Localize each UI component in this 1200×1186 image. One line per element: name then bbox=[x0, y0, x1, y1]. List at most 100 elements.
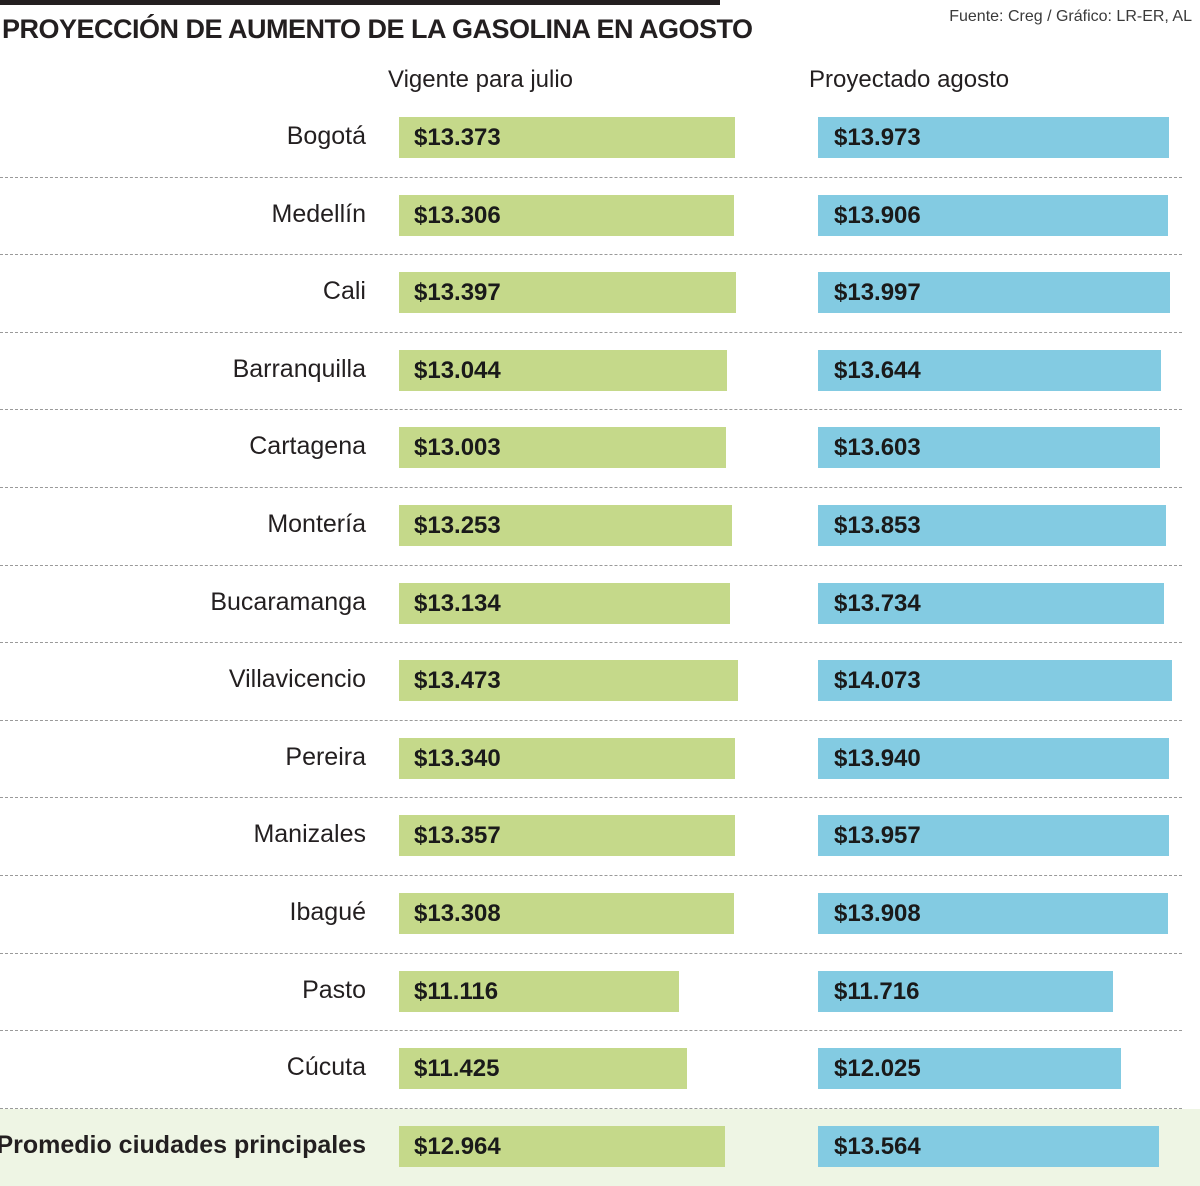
value-label-julio: $11.425 bbox=[414, 1055, 500, 1083]
bar-julio bbox=[399, 349, 728, 391]
city-row: Ibagué $13.308 $13.908 bbox=[0, 876, 1200, 954]
value-label-agosto: $13.603 bbox=[834, 434, 921, 462]
city-label: Pasto bbox=[302, 975, 366, 1004]
bar-julio bbox=[399, 427, 727, 469]
value-label-julio: $13.473 bbox=[414, 667, 501, 695]
city-label: Cartagena bbox=[249, 432, 366, 461]
value-label-agosto: $13.906 bbox=[834, 201, 921, 229]
row-divider bbox=[0, 1030, 1182, 1032]
city-label: Pereira bbox=[285, 742, 366, 771]
bar-agosto bbox=[818, 1048, 1121, 1090]
row-divider bbox=[0, 486, 1182, 488]
row-divider bbox=[0, 331, 1182, 333]
city-label: Manizales bbox=[253, 820, 366, 849]
title-rule bbox=[0, 0, 720, 5]
value-label-julio: $13.044 bbox=[414, 356, 501, 384]
chart-title: PROYECCIÓN DE AUMENTO DE LA GASOLINA EN … bbox=[2, 14, 753, 44]
city-row: Pereira $13.340 $13.940 bbox=[0, 721, 1200, 799]
city-label: Barranquilla bbox=[232, 354, 366, 383]
city-row: Cúcuta $11.425 $12.025 bbox=[0, 1031, 1200, 1109]
bar-agosto bbox=[818, 1125, 1160, 1167]
bar-agosto bbox=[818, 427, 1161, 469]
city-row: Bucaramanga $13.134 $13.734 bbox=[0, 566, 1200, 644]
value-label-agosto: $13.973 bbox=[834, 124, 921, 151]
bar-julio bbox=[399, 815, 736, 857]
row-divider bbox=[0, 176, 1182, 178]
row-divider bbox=[0, 564, 1182, 566]
value-label-agosto: $13.644 bbox=[834, 356, 921, 384]
bar-agosto bbox=[818, 272, 1171, 314]
city-label: Cali bbox=[322, 277, 366, 306]
value-label-julio: $13.003 bbox=[414, 434, 501, 462]
city-label: Ibagué bbox=[289, 898, 366, 926]
city-row: Villavicencio $13.473 $14.073 bbox=[0, 643, 1200, 721]
city-row: Pasto $11.116 $11.716 bbox=[0, 954, 1200, 1032]
city-label: Villavicencio bbox=[228, 665, 366, 694]
value-label-agosto: $12.025 bbox=[834, 1055, 921, 1083]
row-divider bbox=[0, 797, 1182, 799]
value-label-agosto: $13.957 bbox=[834, 822, 921, 850]
city-row: Cartagena $13.003 $13.603 bbox=[0, 410, 1200, 488]
city-label: Promedio ciudades principales bbox=[0, 1130, 366, 1159]
bar-julio bbox=[399, 737, 735, 779]
city-row: Bogotá $13.373 $13.973 bbox=[0, 100, 1200, 178]
value-label-agosto: $13.908 bbox=[834, 900, 921, 927]
legend-julio: Vigente para julio bbox=[388, 66, 574, 93]
value-label-julio: $13.134 bbox=[414, 589, 501, 617]
legend-agosto: Proyectado agosto bbox=[809, 66, 1010, 93]
bar-agosto bbox=[818, 660, 1172, 702]
row-divider bbox=[0, 874, 1182, 876]
bar-agosto bbox=[818, 505, 1167, 546]
city-label: Cúcuta bbox=[286, 1053, 366, 1082]
value-label-agosto: $13.734 bbox=[834, 589, 921, 617]
row-divider bbox=[0, 642, 1182, 644]
value-label-agosto: $14.073 bbox=[834, 667, 921, 695]
value-label-julio: $13.253 bbox=[414, 512, 501, 539]
value-label-julio: $13.340 bbox=[414, 744, 501, 772]
source-credit: Fuente: Creg / Gráfico: LR-ER, AL bbox=[949, 8, 1192, 25]
bar-agosto bbox=[818, 893, 1168, 934]
city-row: Manizales $13.357 $13.957 bbox=[0, 798, 1200, 876]
value-label-julio: $13.357 bbox=[414, 822, 501, 850]
row-divider bbox=[0, 254, 1182, 256]
bar-julio bbox=[399, 117, 736, 158]
bar-julio bbox=[399, 660, 738, 702]
value-label-julio: $13.373 bbox=[414, 124, 501, 151]
value-label-julio: $13.306 bbox=[414, 201, 501, 229]
bar-julio bbox=[399, 272, 737, 314]
city-row: Cali $13.397 $13.997 bbox=[0, 255, 1200, 333]
bar-julio bbox=[399, 582, 730, 624]
value-label-agosto: $13.853 bbox=[834, 512, 921, 539]
value-label-agosto: $13.564 bbox=[834, 1132, 921, 1160]
bar-chart: Bogotá $13.373 $13.973 Medellín $13.306 $13.9… bbox=[0, 100, 1200, 1186]
bar-julio bbox=[399, 1048, 687, 1090]
bar-agosto bbox=[818, 194, 1168, 236]
city-label: Bogotá bbox=[286, 122, 366, 150]
city-label: Medellín bbox=[271, 199, 367, 228]
bar-julio bbox=[399, 970, 679, 1012]
average-row: Promedio ciudades principales $12.964 $13.… bbox=[0, 1108, 1200, 1186]
row-divider bbox=[0, 952, 1182, 954]
value-label-agosto: $13.940 bbox=[834, 744, 921, 772]
row-divider bbox=[0, 719, 1182, 721]
city-label: Montería bbox=[267, 510, 366, 538]
city-row: Montería $13.253 $13.853 bbox=[0, 488, 1200, 566]
value-label-julio: $13.397 bbox=[414, 279, 501, 307]
row-divider bbox=[0, 409, 1182, 411]
value-label-julio: $13.308 bbox=[414, 900, 501, 927]
bar-agosto bbox=[818, 117, 1170, 158]
bar-julio bbox=[399, 893, 734, 934]
bar-julio bbox=[399, 194, 734, 236]
city-row: Barranquilla $13.044 $13.644 bbox=[0, 333, 1200, 411]
value-label-agosto: $13.997 bbox=[834, 279, 921, 307]
row-divider bbox=[0, 1107, 1182, 1109]
bar-agosto bbox=[818, 815, 1170, 857]
bar-agosto bbox=[818, 349, 1162, 391]
value-label-julio: $11.116 bbox=[414, 977, 499, 1005]
bar-agosto bbox=[818, 737, 1169, 779]
value-label-agosto: $11.716 bbox=[834, 977, 920, 1005]
city-row: Medellín $13.306 $13.906 bbox=[0, 178, 1200, 256]
bar-agosto bbox=[818, 970, 1113, 1012]
bar-julio bbox=[399, 505, 733, 546]
bar-julio bbox=[399, 1125, 726, 1167]
